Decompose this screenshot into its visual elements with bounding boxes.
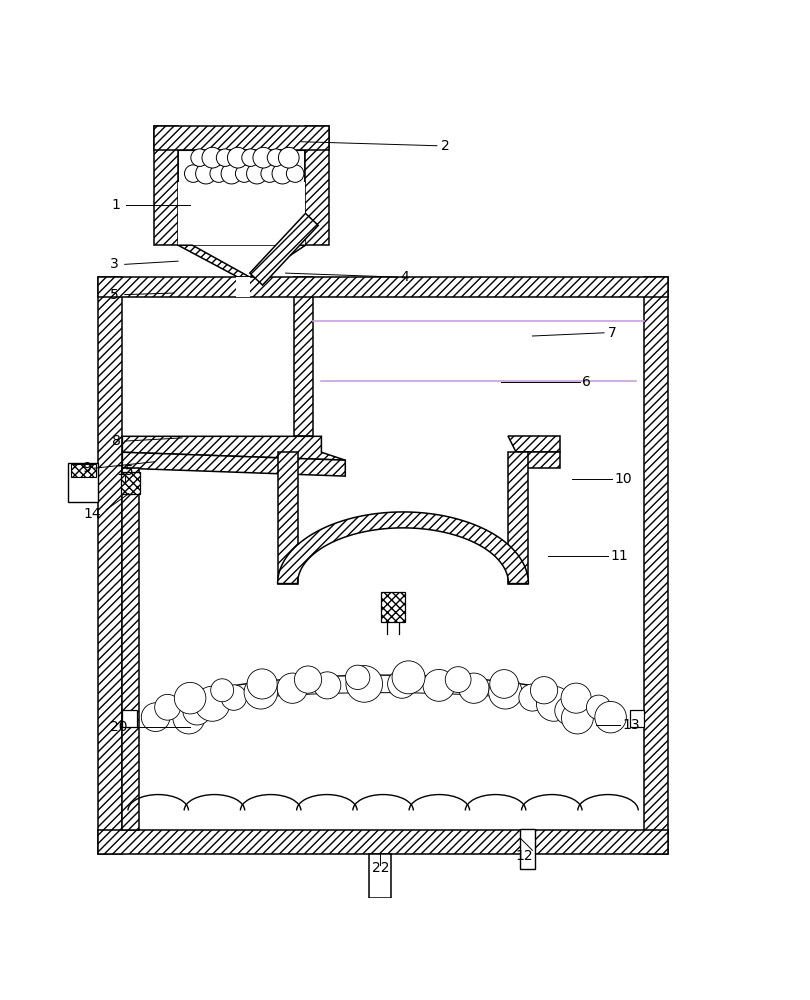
Text: 7: 7	[608, 326, 616, 340]
Circle shape	[561, 702, 594, 734]
Circle shape	[228, 147, 248, 168]
Circle shape	[244, 676, 278, 709]
Circle shape	[346, 666, 382, 702]
Circle shape	[586, 695, 611, 719]
Text: 11: 11	[611, 549, 628, 563]
Bar	[305, 126, 330, 245]
Text: 9: 9	[82, 461, 91, 475]
Text: 5: 5	[109, 288, 118, 302]
Circle shape	[392, 661, 425, 694]
Circle shape	[173, 702, 205, 734]
Bar	[369, 854, 391, 898]
Circle shape	[346, 665, 370, 690]
Text: 4: 4	[400, 270, 409, 284]
Text: 3: 3	[109, 257, 118, 271]
Circle shape	[536, 686, 571, 721]
Circle shape	[490, 670, 518, 698]
Polygon shape	[249, 213, 318, 285]
Circle shape	[272, 163, 292, 184]
Circle shape	[185, 165, 202, 182]
Circle shape	[261, 165, 279, 182]
Bar	[154, 126, 178, 245]
Circle shape	[242, 149, 259, 166]
Circle shape	[446, 667, 471, 692]
Bar	[278, 452, 297, 584]
Bar	[521, 829, 535, 869]
Bar	[178, 150, 305, 245]
Bar	[70, 464, 96, 477]
Text: 15: 15	[116, 464, 134, 478]
Bar	[122, 468, 139, 830]
Bar	[99, 830, 667, 854]
Bar	[509, 452, 528, 584]
Bar	[68, 463, 99, 502]
Circle shape	[191, 149, 208, 166]
Bar	[122, 787, 644, 830]
Circle shape	[216, 149, 234, 166]
Bar	[293, 277, 313, 436]
Circle shape	[423, 669, 455, 701]
Circle shape	[253, 147, 274, 168]
Circle shape	[313, 672, 341, 699]
Text: 14: 14	[83, 507, 101, 521]
Circle shape	[279, 147, 299, 168]
Circle shape	[295, 666, 322, 693]
Circle shape	[221, 685, 246, 710]
Circle shape	[267, 149, 285, 166]
Circle shape	[196, 163, 216, 184]
Circle shape	[174, 682, 206, 714]
Circle shape	[519, 684, 546, 711]
Bar	[122, 321, 293, 468]
Bar	[382, 592, 405, 622]
Polygon shape	[278, 512, 528, 584]
Circle shape	[155, 694, 181, 720]
Circle shape	[247, 669, 277, 699]
Polygon shape	[122, 436, 345, 460]
Text: 2: 2	[441, 139, 450, 153]
Polygon shape	[509, 436, 561, 452]
Polygon shape	[517, 452, 561, 468]
Circle shape	[236, 165, 253, 182]
Circle shape	[531, 677, 557, 704]
Circle shape	[246, 163, 267, 184]
Circle shape	[194, 686, 230, 721]
Text: 13: 13	[622, 718, 640, 732]
Bar	[99, 277, 667, 297]
Circle shape	[287, 165, 304, 182]
Text: 6: 6	[582, 375, 590, 389]
Polygon shape	[249, 245, 305, 277]
Circle shape	[277, 673, 308, 703]
Circle shape	[221, 163, 242, 184]
Text: 22: 22	[372, 861, 389, 875]
Text: 20: 20	[110, 720, 128, 734]
Circle shape	[555, 696, 583, 725]
Text: 8: 8	[112, 434, 121, 448]
Text: 1: 1	[112, 198, 121, 212]
Circle shape	[183, 696, 211, 725]
Circle shape	[561, 683, 591, 713]
Bar	[122, 710, 137, 727]
Bar	[99, 277, 122, 854]
Polygon shape	[178, 245, 249, 277]
Text: 12: 12	[516, 849, 533, 863]
Bar	[178, 182, 305, 245]
Polygon shape	[122, 452, 345, 476]
Circle shape	[388, 670, 416, 698]
Circle shape	[141, 703, 170, 731]
Circle shape	[595, 701, 626, 733]
Circle shape	[488, 676, 522, 709]
Circle shape	[210, 165, 228, 182]
Bar	[629, 710, 644, 727]
Bar	[154, 126, 330, 150]
Bar	[121, 472, 140, 494]
Text: 10: 10	[614, 472, 632, 486]
Bar	[313, 321, 644, 830]
Bar	[237, 277, 249, 297]
Circle shape	[458, 673, 489, 703]
Bar	[644, 277, 667, 854]
Circle shape	[211, 679, 233, 702]
Circle shape	[202, 147, 223, 168]
